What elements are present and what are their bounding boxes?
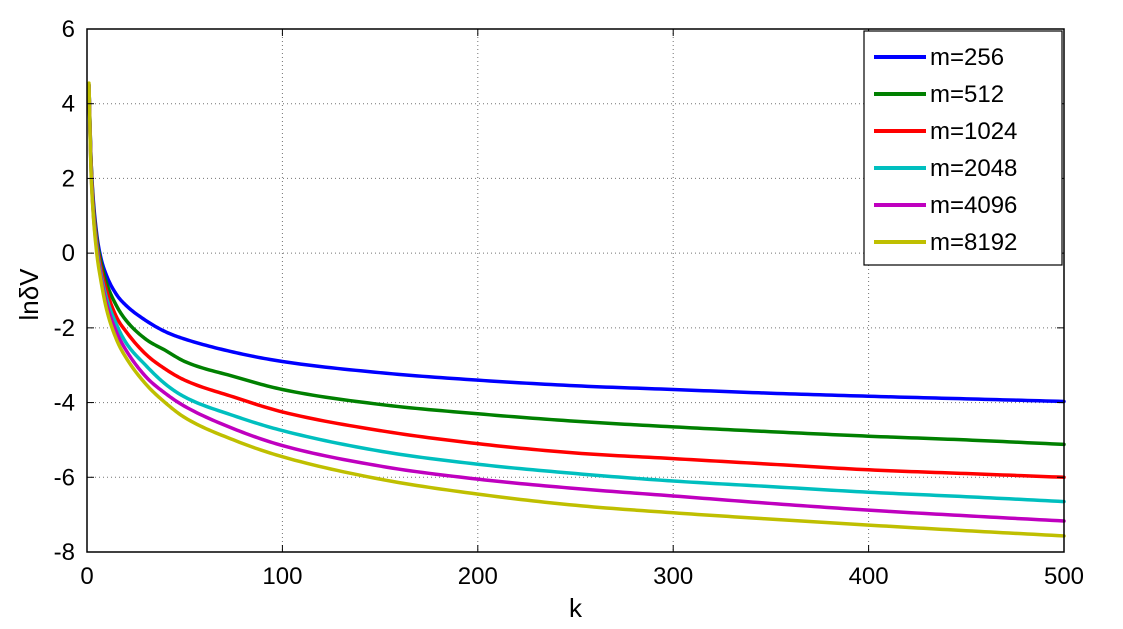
legend-label: m=2048 [930, 155, 1017, 182]
plot-area-frame [86, 28, 1065, 553]
y-axis-label: lnδV [14, 268, 44, 321]
legend-label: m=4096 [930, 192, 1017, 219]
y-tick-label: -6 [54, 464, 75, 491]
series-line-m-8192 [87, 81, 1066, 538]
y-tick-label: -8 [54, 539, 75, 566]
grid [87, 29, 1064, 552]
y-tick-label: 2 [62, 165, 75, 192]
legend: m=256 m=512 m=1024 m=2048 m=4096 m=8192 [863, 30, 1063, 266]
axis-ticks [86, 28, 1065, 553]
x-tick-label: 200 [458, 563, 498, 590]
legend-label: m=256 [930, 44, 1004, 71]
legend-label: m=8192 [930, 229, 1017, 256]
x-tick-label: 400 [849, 563, 889, 590]
x-tick-label: 500 [1044, 563, 1084, 590]
legend-label: m=1024 [930, 118, 1017, 145]
x-axis-label: k [569, 593, 583, 623]
x-tick-label: 300 [653, 563, 693, 590]
legend-box [863, 30, 1063, 266]
legend-label: m=512 [930, 81, 1004, 108]
x-tick-label: 100 [262, 563, 302, 590]
y-tick-label: -2 [54, 315, 75, 342]
y-tick-label: 6 [62, 16, 75, 43]
y-tick-label: -4 [54, 390, 75, 417]
series-lines [87, 81, 1066, 538]
x-tick-label: 0 [80, 563, 93, 590]
y-tick-label: 0 [62, 240, 75, 267]
y-tick-label: 4 [62, 91, 75, 118]
axis-tick-labels: 0 100 200 300 400 500 -8 -6 -4 -2 0 2 4 6 [54, 16, 1084, 590]
